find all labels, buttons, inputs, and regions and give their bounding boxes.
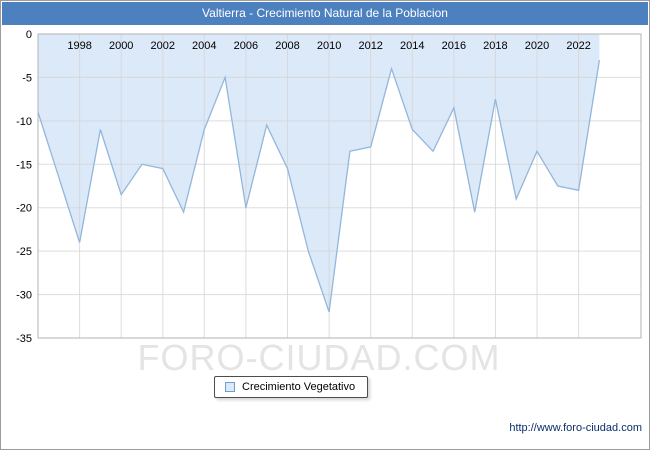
svg-text:-10: -10 [16, 116, 32, 128]
svg-text:-5: -5 [22, 72, 32, 84]
svg-text:2004: 2004 [192, 40, 216, 52]
svg-text:2008: 2008 [275, 40, 299, 52]
legend-series-marker-icon [225, 382, 235, 392]
svg-text:2022: 2022 [566, 40, 590, 52]
svg-text:2010: 2010 [317, 40, 341, 52]
svg-text:-20: -20 [16, 203, 32, 215]
svg-text:-15: -15 [16, 159, 32, 171]
svg-text:2006: 2006 [234, 40, 258, 52]
svg-text:1998: 1998 [67, 40, 91, 52]
svg-text:2020: 2020 [525, 40, 549, 52]
svg-text:2000: 2000 [109, 40, 133, 52]
watermark-text: FORO-CIUDAD.COM [137, 337, 501, 378]
svg-text:0: 0 [26, 29, 32, 41]
svg-text:-35: -35 [16, 333, 32, 345]
svg-text:-30: -30 [16, 290, 32, 302]
legend-box: Crecimiento Vegetativo [214, 376, 369, 398]
svg-text:2002: 2002 [151, 40, 175, 52]
svg-text:2012: 2012 [358, 40, 382, 52]
svg-text:2018: 2018 [483, 40, 507, 52]
svg-text:2014: 2014 [400, 40, 424, 52]
footer-site-url[interactable]: http://www.foro-ciudad.com [509, 422, 642, 434]
svg-text:-25: -25 [16, 246, 32, 258]
chart-title: Valtierra - Crecimiento Natural de la Po… [2, 2, 648, 25]
svg-text:2016: 2016 [442, 40, 466, 52]
legend-series-label: Crecimiento Vegetativo [242, 381, 356, 393]
